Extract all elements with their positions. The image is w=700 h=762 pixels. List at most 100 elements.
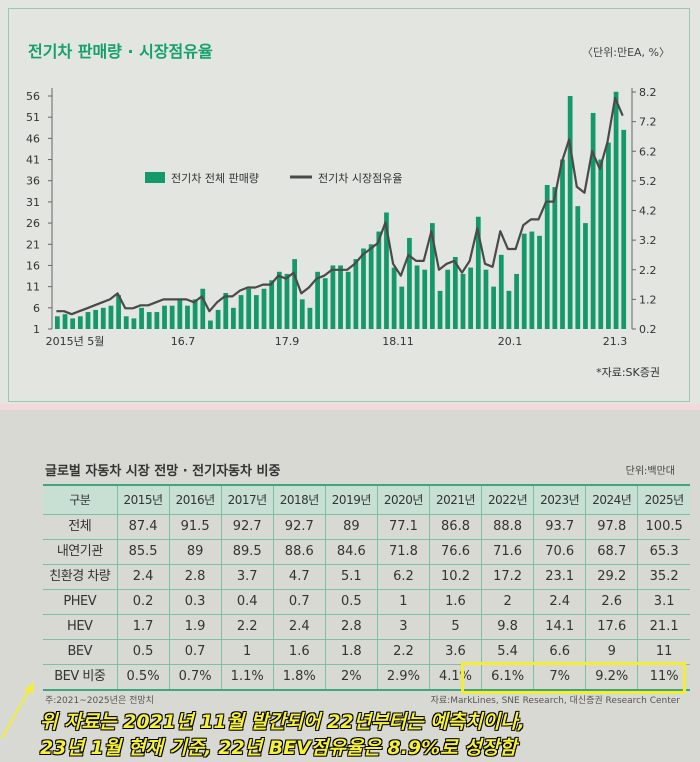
table-cell: 71.8: [376, 539, 430, 565]
bar: [269, 280, 275, 329]
table-row: 전체 87.4 91.5 92.7 92.7 89 77.1 86.8 88.8 93.7 97.8…: [43, 514, 690, 540]
bar: [613, 91, 619, 329]
table-cell: 0.4: [220, 589, 274, 615]
table-cell: 88.6: [272, 539, 326, 565]
table-row: BEV 비중 0.5% 0.7% 1.1% 1.8% 2% 2.9% 4.1% 6.1% 7% 9.…: [43, 664, 690, 690]
legend-bar-swatch: [145, 172, 165, 183]
row-label: 내연기관: [43, 539, 117, 565]
table-cell: 5.4: [481, 639, 534, 665]
bar: [215, 309, 221, 329]
table-cell: 0.5: [324, 589, 378, 615]
bar: [108, 305, 114, 329]
bar: [55, 316, 60, 329]
table-row: 내연기관 85.5 89 89.5 88.6 84.6 71.8 76.6 71.6 70.6 68…: [43, 539, 690, 565]
bar: [185, 305, 190, 329]
chart-panel: 전기차 판매량 · 시장점유율 〈단위:만EA, %〉 1 6 11 16 21 26 31…: [8, 8, 690, 402]
table-cell: 17.6: [585, 614, 638, 640]
table-cell: 0.7%: [168, 664, 222, 690]
row-label: 전체: [43, 514, 117, 540]
bar: [606, 142, 611, 329]
chart-title: 전기차 판매량 · 시장점유율: [28, 42, 213, 61]
table-cell: 65.3: [637, 539, 690, 565]
x-tick-label: 2015년 5월: [46, 335, 105, 348]
table-note: 주:2021~2025년은 전망치: [45, 696, 154, 706]
table-cell: 1.8: [324, 639, 378, 665]
bar: [169, 305, 175, 329]
column-header: 2019년: [324, 485, 378, 515]
bar: [146, 312, 152, 329]
table-cell: 1.7: [116, 614, 170, 640]
column-header: 2023년: [533, 485, 586, 515]
table-cell: 71.6: [481, 539, 534, 565]
ev-sales-chart: 16111621263136414651560.21.22.23.24.25.2…: [26, 86, 657, 348]
table-cell: 100.5: [637, 514, 690, 540]
table-cell: 89.5: [220, 539, 274, 565]
bar: [123, 316, 129, 329]
table-cell: 9: [585, 639, 638, 665]
bar: [77, 316, 83, 329]
table-cell: 0.3: [168, 589, 222, 615]
table-cell: 3.7: [220, 564, 274, 590]
table-cell: 1.8%: [272, 664, 326, 690]
table-cell: 5.1: [324, 564, 378, 590]
bar: [284, 273, 290, 329]
bar: [154, 312, 160, 329]
left-tick-label: 21: [26, 238, 40, 251]
share-line: [56, 96, 624, 316]
bar: [384, 212, 389, 329]
bar: [322, 278, 328, 329]
arrow-icon: [1, 682, 34, 739]
bar: [483, 269, 489, 329]
table-cell: 92.7: [220, 514, 274, 540]
table-cell: 0.5%: [116, 664, 170, 690]
left-tick-label: 16: [26, 259, 40, 272]
table-cell: 21.1: [637, 614, 690, 640]
left-tick-label: 41: [26, 154, 40, 167]
table-cell: 0.7: [272, 589, 326, 615]
table-cell: 6.6: [533, 639, 586, 665]
column-header: 2016년: [168, 485, 222, 515]
bar: [368, 244, 374, 329]
row-label: PHEV: [43, 589, 117, 615]
column-header: 2020년: [376, 485, 430, 515]
bar: [430, 223, 435, 329]
bar: [70, 318, 76, 329]
column-header: 2024년: [585, 485, 638, 515]
table-cell: 29.2: [585, 564, 638, 590]
table-unit: 단위:백만대: [625, 466, 675, 477]
table-cell: 4.7: [272, 564, 326, 590]
bar: [253, 295, 259, 329]
annotation-line-2: 23년 1월 현재 기준, 22년 BEV점유율은 8.9%로 성장함: [40, 737, 517, 759]
chart-frame: [8, 8, 690, 402]
right-tick-label: 7.2: [639, 116, 657, 129]
table-cell: 11%: [637, 664, 690, 690]
column-header: 2018년: [272, 485, 326, 515]
table-cell: 35.2: [637, 564, 690, 590]
bar: [299, 299, 305, 329]
table-cell: 2: [481, 589, 534, 615]
left-tick-label: 31: [26, 196, 40, 209]
left-tick-label: 36: [26, 175, 40, 188]
x-tick-label: 21.3: [603, 335, 628, 348]
table-row: 친환경 차량 2.4 2.8 3.7 4.7 5.1 6.2 10.2 17.2 23.1 29.2…: [43, 564, 690, 590]
table-cell: 85.5: [116, 539, 170, 565]
table-cell: 11: [637, 639, 690, 665]
bar: [307, 307, 313, 329]
bar: [414, 265, 420, 329]
bar: [452, 256, 458, 329]
bar: [177, 299, 183, 329]
left-tick-label: 56: [26, 90, 40, 103]
bar: [376, 231, 382, 329]
right-tick-label: 8.2: [639, 86, 657, 99]
table-cell: 2.9%: [376, 664, 430, 690]
table-title: 글로벌 자동차 시장 전망 · 전기자동차 비중: [45, 464, 281, 479]
bar: [231, 307, 236, 329]
table-source: 자료:MarkLines, SNE Research, 대신증권 Researc…: [430, 696, 680, 706]
bar: [529, 231, 535, 329]
x-tick-label: 18.11: [382, 335, 414, 348]
bar: [491, 286, 496, 329]
bar: [575, 206, 581, 329]
bar: [475, 216, 481, 329]
table-cell: 6.2: [376, 564, 430, 590]
bar: [437, 290, 443, 329]
